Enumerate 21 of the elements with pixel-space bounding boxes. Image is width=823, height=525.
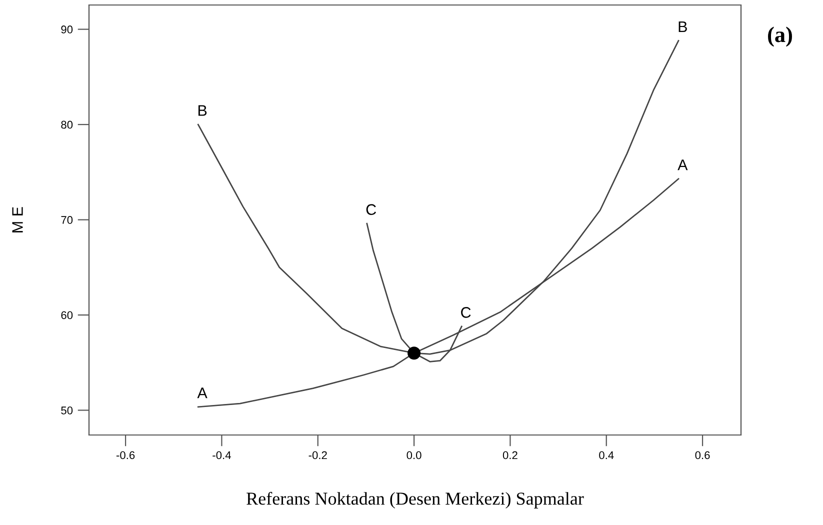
series-label: C [366,204,376,215]
y-tick-label: 70 [61,216,73,224]
text: A [678,160,688,170]
x-axis-title: Referans Noktadan (Desen Merkezi) Sapmalar [246,492,584,508]
x-tick-label: 0.2 [502,451,518,460]
y-tick-label: 80 [61,120,73,129]
x-tick-label: -0.2 [308,451,327,460]
x-tick-label: -0.6 [116,451,135,460]
x-tick-label: 0.6 [695,451,710,460]
text: B [198,105,207,116]
text: (a) [768,26,792,47]
x-tick-label: -0.4 [212,451,231,460]
text: C [461,307,471,318]
y-tick-label: 90 [61,26,73,34]
series-label: A [197,388,208,398]
x-tick-label: 0.4 [599,451,614,460]
y-tick-label: 50 [61,406,73,414]
y-tick-label: 60 [61,311,73,320]
series-label: B [678,21,687,32]
y-axis-title: M E [12,207,23,232]
x-tick-label: 0.0 [406,451,422,460]
